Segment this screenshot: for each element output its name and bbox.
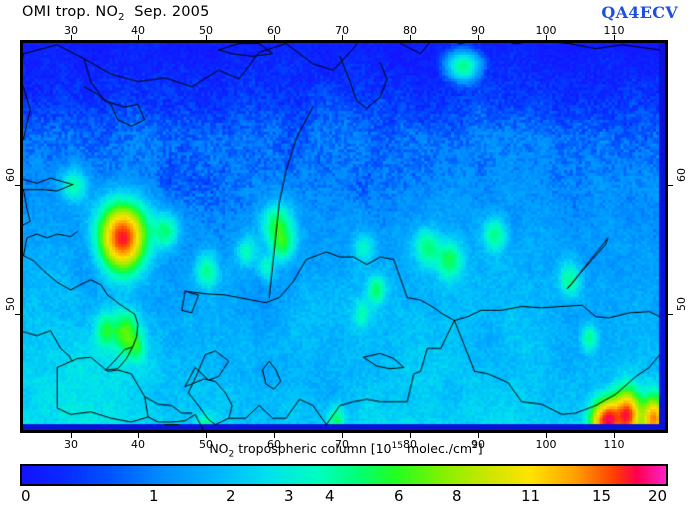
lon-tick-bottom-30 [71,433,72,438]
lon-label-bottom-70: 70 [335,438,349,451]
lon-tick-bottom-40 [138,433,139,438]
colorbar [20,464,668,486]
lon-label-top-50: 50 [199,24,213,37]
lon-tick-top-100 [546,35,547,40]
lon-tick-top-30 [71,35,72,40]
map-plot-area [20,40,668,433]
lon-label-top-30: 30 [64,24,78,37]
title-instrument: OMI trop. NO [22,4,119,20]
lat-label-left-60: 60 [4,168,17,182]
lon-label-top-100: 100 [535,24,557,37]
colorbar-tick-8: 8 [452,487,462,505]
colorbar-title-suffix: molec./cm [402,441,473,457]
lon-label-top-40: 40 [131,24,145,37]
lat-tick-right-50 [668,314,673,315]
colorbar-tick-3: 3 [284,487,294,505]
title-period: Sep. 2005 [134,4,210,20]
colorbar-title-exponent-2: 2 [472,441,478,451]
lon-label-bottom-60: 60 [267,438,281,451]
lon-tick-bottom-100 [546,433,547,438]
lat-label-right-60: 60 [675,168,688,182]
lon-label-bottom-90: 90 [471,438,485,451]
lon-label-bottom-30: 30 [64,438,78,451]
colorbar-gradient [22,466,666,484]
colorbar-tick-1: 1 [149,487,159,505]
lat-tick-left-50 [15,314,20,315]
colorbar-title-mid: tropospheric column [10 [234,441,392,457]
lon-label-top-80: 80 [403,24,417,37]
no2-heatmap-canvas [23,43,665,430]
colorbar-tick-20: 20 [648,487,668,505]
lon-label-top-70: 70 [335,24,349,37]
lon-label-bottom-80: 80 [403,438,417,451]
colorbar-title-subscript: 2 [228,449,235,460]
lon-tick-bottom-50 [206,433,207,438]
lon-label-top-90: 90 [471,24,485,37]
lon-label-bottom-110: 110 [603,438,625,451]
lon-label-bottom-50: 50 [199,438,213,451]
colorbar-title-prefix: NO [209,441,229,457]
lon-tick-top-80 [410,35,411,40]
lon-tick-bottom-80 [410,433,411,438]
lon-tick-top-90 [478,35,479,40]
colorbar-title: NO2 tropospheric column [1015 molec./cm2… [209,441,482,460]
lon-tick-top-50 [206,35,207,40]
lon-label-top-110: 110 [603,24,625,37]
lon-label-bottom-100: 100 [535,438,557,451]
colorbar-tick-4: 4 [325,487,335,505]
lon-label-bottom-40: 40 [131,438,145,451]
colorbar-title-end: ] [477,441,483,457]
lon-tick-bottom-60 [274,433,275,438]
lon-tick-top-40 [138,35,139,40]
lon-tick-top-70 [342,35,343,40]
colorbar-tick-6: 6 [394,487,404,505]
lat-label-left-50: 50 [4,297,17,311]
qa4ecv-logo: QA4ECV [601,3,678,22]
lon-tick-bottom-70 [342,433,343,438]
title-species-subscript: 2 [118,11,125,23]
colorbar-title-exponent: 15 [391,441,403,451]
colorbar-tick-15: 15 [592,487,612,505]
colorbar-tick-0: 0 [21,487,31,505]
colorbar-tick-11: 11 [521,487,541,505]
lon-tick-top-60 [274,35,275,40]
lat-tick-left-60 [15,185,20,186]
lat-tick-right-60 [668,185,673,186]
lon-label-top-60: 60 [267,24,281,37]
lon-tick-top-110 [614,35,615,40]
page-title: OMI trop. NO2 Sep. 2005 [22,4,210,23]
lat-label-right-50: 50 [675,297,688,311]
colorbar-tick-2: 2 [226,487,236,505]
lon-tick-bottom-110 [614,433,615,438]
lon-tick-bottom-90 [478,433,479,438]
